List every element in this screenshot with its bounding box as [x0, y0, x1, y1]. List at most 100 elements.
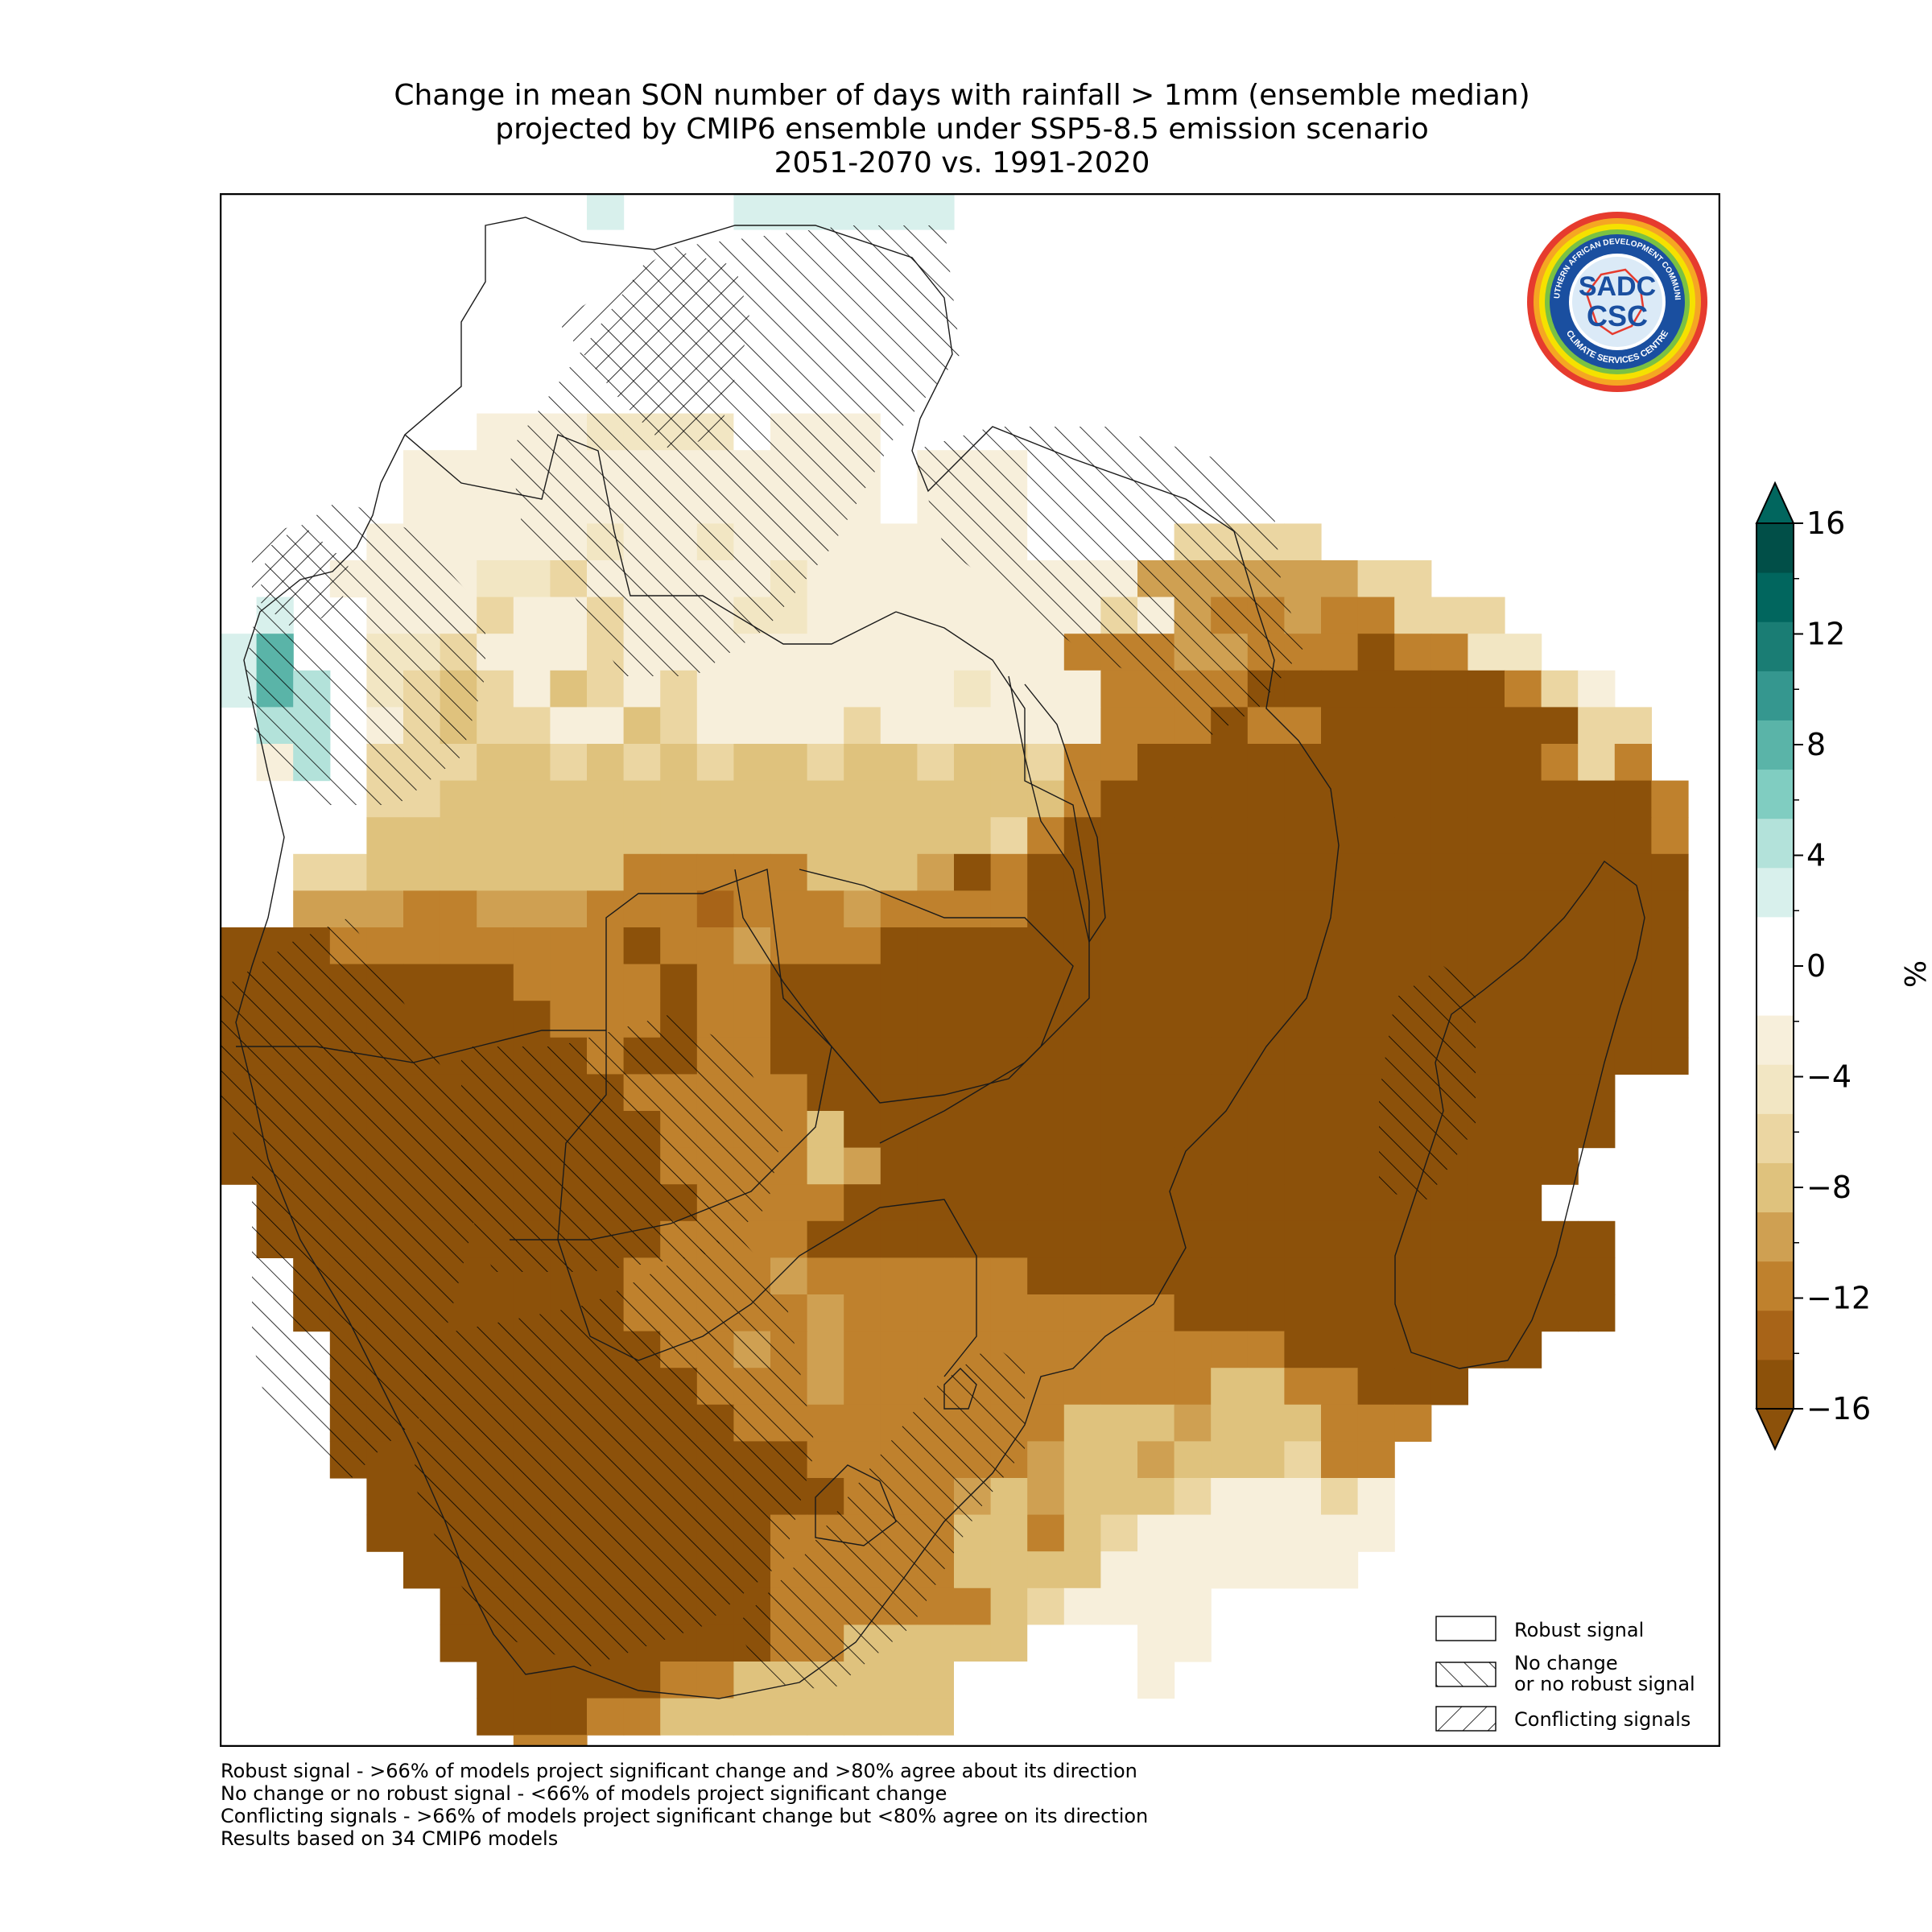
grid-cell	[1174, 1294, 1212, 1332]
grid-cell	[1137, 1404, 1175, 1442]
footnote-no-change: No change or no robust signal - <66% of …	[221, 1782, 947, 1805]
grid-cell	[733, 1001, 771, 1038]
grid-cell	[990, 927, 1028, 965]
grid-cell	[403, 486, 441, 524]
grid-cell	[770, 744, 808, 782]
grid-cell	[1174, 1441, 1212, 1479]
grid-cell	[733, 1698, 771, 1736]
grid-cell	[1394, 1368, 1432, 1406]
grid-cell	[587, 817, 625, 855]
grid-cell	[550, 927, 588, 965]
grid-cell	[1211, 1001, 1249, 1038]
grid-cell	[880, 853, 918, 891]
grid-cell	[623, 817, 661, 855]
grid-cell	[1027, 377, 1065, 415]
grid-cell	[1174, 817, 1212, 855]
grid-cell	[1394, 597, 1432, 634]
grid-cell	[1505, 817, 1542, 855]
grid-cell	[990, 890, 1028, 928]
grid-cell	[1247, 1404, 1285, 1442]
grid-cell	[1027, 1478, 1065, 1516]
grid-cell	[1284, 1001, 1322, 1038]
grid-cell	[1321, 670, 1359, 708]
grid-cell	[807, 780, 844, 818]
hatch-no-robust-signal-central	[461, 1014, 783, 1272]
grid-cell	[990, 1587, 1028, 1625]
grid-cell	[1100, 1220, 1138, 1258]
grid-cell	[954, 853, 992, 891]
grid-cell	[1174, 1001, 1212, 1038]
grid-cell	[917, 1294, 955, 1332]
grid-cell	[1394, 1257, 1432, 1295]
grid-cell	[1357, 1404, 1395, 1442]
grid-cell	[550, 853, 588, 891]
grid-cell	[1137, 1662, 1175, 1699]
grid-cell	[880, 890, 918, 928]
grid-cell	[1321, 744, 1359, 782]
grid-cell	[1394, 560, 1432, 598]
grid-cell	[880, 523, 918, 561]
grid-cell	[1247, 1001, 1285, 1038]
grid-cell	[660, 964, 698, 1001]
grid-cell	[440, 450, 477, 488]
grid-cell	[660, 853, 698, 891]
grid-cell	[1137, 707, 1175, 745]
grid-cell	[1394, 744, 1432, 782]
grid-cell	[440, 927, 477, 965]
grid-cell	[807, 597, 844, 634]
grid-cell	[1430, 744, 1468, 782]
grid-cell	[1357, 1368, 1395, 1406]
grid-cell	[880, 817, 918, 855]
grid-cell	[770, 1698, 808, 1736]
grid-cell	[1174, 1478, 1212, 1516]
grid-cell	[990, 1551, 1028, 1589]
grid-cell	[1100, 1111, 1138, 1149]
colorbar-tick-label: 0	[1806, 948, 1826, 984]
border-malawi	[1008, 675, 1106, 943]
grid-cell	[917, 964, 955, 1001]
grid-cell	[880, 560, 918, 598]
grid-cell	[1468, 927, 1505, 965]
grid-cell	[696, 744, 734, 782]
grid-cell	[1174, 1404, 1212, 1442]
footnote-robust: Robust signal - >66% of models project s…	[221, 1760, 1137, 1782]
grid-cell	[477, 707, 514, 745]
grid-cell	[623, 964, 661, 1001]
grid-cell	[1394, 1404, 1432, 1442]
grid-cell	[1430, 1257, 1468, 1295]
grid-cell	[1174, 1368, 1212, 1406]
grid-cell	[1211, 964, 1249, 1001]
grid-cell	[917, 1184, 955, 1222]
grid-cell	[513, 744, 551, 782]
grid-cell	[844, 1074, 881, 1112]
grid-cell	[477, 560, 514, 598]
grid-cell	[844, 707, 881, 745]
grid-cell	[880, 1037, 918, 1075]
border-botswana-namibia	[557, 869, 832, 1241]
map-title-line-2: projected by CMIP6 ensemble under SSP5-8…	[495, 113, 1429, 146]
grid-cell	[807, 964, 844, 1001]
grid-cell	[1468, 744, 1505, 782]
grid-cell	[880, 1001, 918, 1038]
grid-cell	[623, 670, 661, 708]
grid-cell	[1027, 634, 1065, 671]
grid-cell	[844, 1147, 881, 1185]
grid-cell	[770, 670, 808, 708]
grid-cell	[1505, 964, 1542, 1001]
grid-cell	[1430, 1220, 1468, 1258]
grid-cell	[660, 744, 698, 782]
grid-cell	[917, 634, 955, 671]
grid-cell	[1541, 1074, 1579, 1112]
grid-cell	[1578, 890, 1616, 928]
grid-cell	[1284, 1111, 1322, 1149]
grid-cell	[880, 193, 918, 231]
grid-cell	[917, 1147, 955, 1185]
grid-cell	[1505, 1037, 1542, 1075]
grid-cell	[1284, 1184, 1322, 1222]
grid-cell	[403, 927, 441, 965]
grid-cell	[1137, 1001, 1175, 1038]
grid-cell	[1357, 1441, 1395, 1479]
grid-cell	[807, 1074, 844, 1112]
grid-cell	[1247, 1220, 1285, 1258]
grid-cell	[1321, 1441, 1359, 1479]
